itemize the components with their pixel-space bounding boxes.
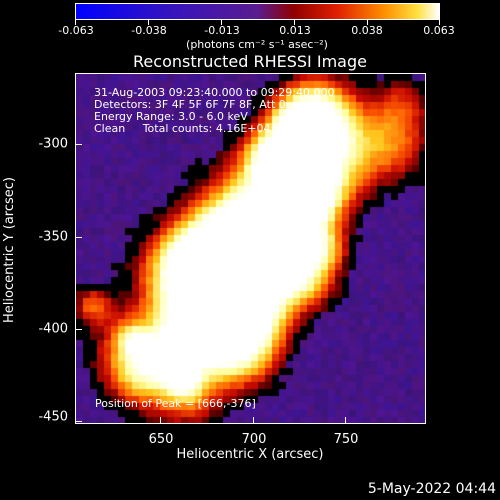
rhessi-image bbox=[76, 74, 425, 423]
plot-title: Reconstructed RHESSI Image bbox=[133, 52, 367, 71]
colorbar-tick bbox=[148, 20, 149, 25]
colorbar-tick-label: -0.038 bbox=[131, 24, 167, 37]
y-tick-label: -400 bbox=[38, 321, 68, 337]
y-tick bbox=[75, 421, 82, 422]
y-tick-label: -300 bbox=[38, 136, 68, 152]
info-method: Clean Total counts: 4.16E+04 bbox=[94, 122, 271, 135]
image-plot: 31-Aug-2003 09:23:40.000 to 09:29:40.000… bbox=[75, 73, 426, 424]
x-tick bbox=[160, 417, 161, 424]
colorbar bbox=[75, 3, 440, 20]
y-tick-label: -450 bbox=[38, 409, 68, 425]
info-energy-range: Energy Range: 3.0 - 6.0 keV bbox=[94, 110, 248, 123]
y-tick bbox=[75, 144, 82, 145]
colorbar-tick bbox=[439, 20, 440, 25]
colorbar-tick-label: 0.038 bbox=[351, 24, 383, 37]
x-tick bbox=[253, 417, 254, 424]
colorbar-tick-label: -0.013 bbox=[204, 24, 240, 37]
x-tick bbox=[345, 417, 346, 424]
y-tick bbox=[75, 329, 82, 330]
info-time-range: 31-Aug-2003 09:23:40.000 to 09:29:40.000 bbox=[94, 86, 335, 99]
colorbar-tick bbox=[367, 20, 368, 25]
x-tick-label: 650 bbox=[148, 432, 174, 447]
colorbar-tick-label: 0.063 bbox=[423, 24, 455, 37]
colorbar-units: (photons cm⁻² s⁻¹ asec⁻²) bbox=[186, 38, 328, 51]
y-tick bbox=[75, 237, 82, 238]
colorbar-tick bbox=[294, 20, 295, 25]
peak-position: Position of Peak = [666,-376] bbox=[95, 397, 256, 410]
colorbar-tick bbox=[75, 20, 76, 25]
colorbar-tick bbox=[221, 20, 222, 25]
colorbar-tick-label: -0.063 bbox=[58, 24, 94, 37]
y-axis-label: Heliocentric Y (arcsec) bbox=[2, 177, 17, 323]
colorbar-tick-label: 0.013 bbox=[279, 24, 311, 37]
x-tick-label: 750 bbox=[333, 432, 359, 447]
x-tick-label: 700 bbox=[241, 432, 267, 447]
date-stamp: 5-May-2022 04:44 bbox=[367, 481, 496, 497]
colorbar-gradient bbox=[76, 4, 439, 19]
x-axis-label: Heliocentric X (arcsec) bbox=[176, 447, 324, 462]
info-detectors: Detectors: 3F 4F 5F 6F 7F 8F, Att 0 bbox=[94, 98, 286, 111]
y-tick-label: -350 bbox=[38, 229, 68, 245]
